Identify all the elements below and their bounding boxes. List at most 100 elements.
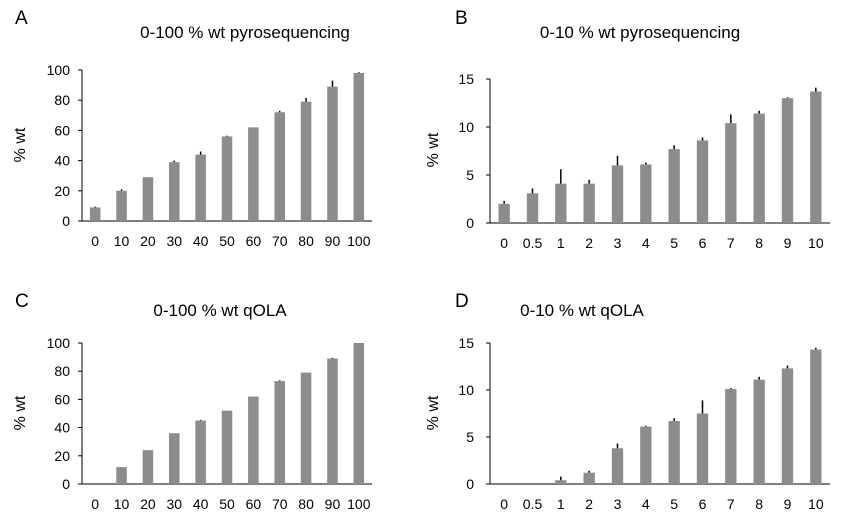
panel-d-x-tick-label: 0.5 [523, 496, 543, 512]
panel-d-title: 0-10 % wt qOLA [520, 301, 644, 320]
panel-c-y-tick-label: 60 [54, 391, 70, 407]
panel-c-x-tick-label: 40 [193, 496, 209, 512]
panel-a-bar [169, 162, 180, 221]
panel-b-bar [696, 140, 709, 223]
panel-a-x-tick-label: 10 [114, 233, 130, 249]
panel-c-bar [116, 467, 127, 484]
panel-b-x-tick-label: 10 [808, 235, 824, 251]
panel-c-ylabel: % wt [12, 395, 29, 430]
panel-d-bar [810, 349, 822, 484]
panel-c-bar [248, 396, 259, 484]
panel-a-bar [327, 86, 338, 221]
panel-b-x-tick-label: 7 [727, 235, 735, 251]
panel-d-x-tick-label: 10 [808, 496, 824, 512]
panel-a-bar [116, 190, 127, 221]
panel-a-bar [195, 154, 206, 221]
panel-a-x-tick-label: 80 [298, 233, 314, 249]
panel-a-x-tick-label: 100 [347, 233, 371, 249]
panel-d-letter: D [455, 291, 469, 312]
panel-b-bar [555, 183, 567, 223]
panel-b-bar [753, 113, 765, 223]
panel-b-bar [668, 149, 680, 223]
panel-d-bar [611, 448, 624, 484]
panel-b-ylabel: % wt [425, 132, 442, 167]
panel-d-x-tick-label: 0 [500, 496, 508, 512]
panel-b-bar [640, 164, 652, 223]
panel-c-bar [195, 420, 206, 484]
panel-c-bar [353, 343, 365, 484]
panel-c-y-tick-label: 100 [47, 335, 71, 351]
panel-a-ylabel: % wt [12, 127, 29, 162]
panel-b-bar [611, 165, 624, 223]
panel-b-y-tick-label: 5 [466, 167, 474, 183]
panel-b-title: 0-10 % wt pyrosequencing [540, 23, 740, 42]
panel-b-x-tick-label: 2 [585, 235, 593, 251]
panel-d-bar [668, 421, 680, 484]
panel-d-x-tick-label: 3 [614, 496, 622, 512]
panel-a-y-tick-label: 100 [47, 62, 71, 78]
panel-a-bar [248, 127, 259, 221]
panel-a-bar [300, 101, 312, 221]
panel-a-x-tick-label: 20 [140, 233, 156, 249]
panel-b-x-tick-label: 9 [784, 235, 792, 251]
panel-b-bar [725, 123, 737, 223]
panel-c-x-tick-label: 20 [140, 496, 156, 512]
panel-a-x-tick-label: 60 [246, 233, 262, 249]
panel-c-y-tick-label: 0 [62, 476, 70, 492]
panel-d-bar [725, 389, 737, 484]
panel-a-x-tick-label: 30 [166, 233, 182, 249]
panel-b-bar [583, 183, 595, 223]
panel-d-y-tick-label: 5 [466, 429, 474, 445]
panel-b-x-tick-label: 4 [642, 235, 650, 251]
panel-a-bar [353, 73, 365, 222]
panel-d-ylabel: % wt [425, 395, 442, 430]
panel-c-bar [169, 433, 180, 484]
panel-d-x-tick-label: 8 [755, 496, 763, 512]
panel-a-y-tick-label: 0 [62, 213, 70, 229]
panel-d-x-tick-label: 1 [557, 496, 565, 512]
panel-b-x-tick-label: 6 [699, 235, 707, 251]
panel-a-title: 0-100 % wt pyrosequencing [140, 23, 350, 42]
panel-a-y-tick-label: 20 [54, 183, 70, 199]
panel-a-y-tick-label: 40 [54, 153, 70, 169]
panel-b-y-tick-label: 0 [466, 215, 474, 231]
panel-d-bar [555, 480, 567, 484]
panel-c-y-tick-label: 20 [54, 448, 70, 464]
panel-b-bar [810, 91, 822, 223]
panel-a-bar [221, 136, 233, 221]
panel-c-letter: C [15, 291, 29, 312]
panel-d-y-tick-label: 15 [458, 335, 474, 351]
panel-a-x-tick-label: 90 [325, 233, 341, 249]
panel-c-x-tick-label: 30 [166, 496, 182, 512]
panel-d-x-tick-label: 4 [642, 496, 650, 512]
panel-b-x-tick-label: 0 [500, 235, 508, 251]
panel-d-bar [583, 472, 595, 484]
panel-c-bar [300, 372, 312, 484]
panel-a-x-tick-label: 0 [91, 233, 99, 249]
panel-c-x-tick-label: 10 [114, 496, 130, 512]
panel-a-x-tick-label: 50 [219, 233, 235, 249]
panel-c-x-tick-label: 70 [272, 496, 288, 512]
panel-c-title: 0-100 % wt qOLA [153, 301, 287, 320]
panel-b-bar [498, 203, 510, 223]
panel-d-y-tick-label: 10 [458, 382, 474, 398]
panel-d-x-tick-label: 9 [784, 496, 792, 512]
panel-d-x-tick-label: 6 [699, 496, 707, 512]
panel-a-bar [274, 112, 285, 221]
panel-a-bar [142, 177, 154, 221]
panel-a-x-tick-label: 70 [272, 233, 288, 249]
panel-d-bar [753, 379, 765, 484]
panel-c-x-tick-label: 100 [347, 496, 371, 512]
panel-d-bar [781, 368, 794, 484]
panel-b-letter: B [455, 8, 468, 29]
panel-b-y-tick-label: 10 [458, 119, 474, 135]
panel-a-y-tick-label: 80 [54, 92, 70, 108]
panel-a-y-tick-label: 60 [54, 122, 70, 138]
panel-b-bar [526, 193, 539, 223]
panel-c-x-tick-label: 90 [325, 496, 341, 512]
panel-c-x-tick-label: 50 [219, 496, 235, 512]
panel-b-y-tick-label: 15 [458, 71, 474, 87]
panel-d-y-tick-label: 0 [466, 476, 474, 492]
panel-b-bar [781, 98, 794, 223]
